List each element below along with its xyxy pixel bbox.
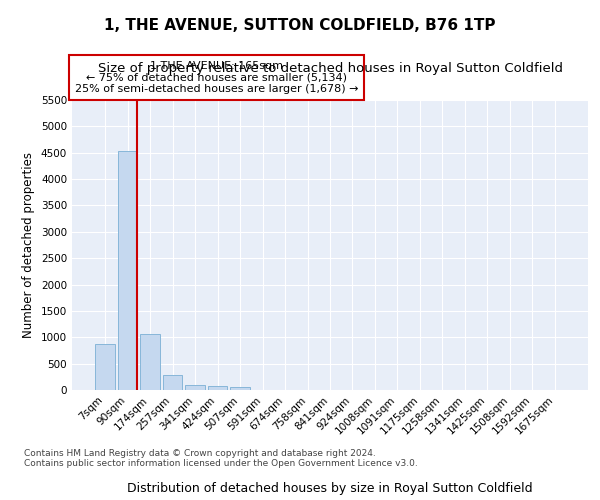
Text: Distribution of detached houses by size in Royal Sutton Coldfield: Distribution of detached houses by size … bbox=[127, 482, 533, 495]
Bar bbox=[95, 344, 115, 390]
Bar bbox=[118, 150, 137, 390]
Text: Contains HM Land Registry data © Crown copyright and database right 2024.: Contains HM Land Registry data © Crown c… bbox=[24, 448, 376, 458]
Y-axis label: Number of detached properties: Number of detached properties bbox=[22, 152, 35, 338]
Bar bbox=[140, 334, 160, 390]
Bar bbox=[185, 386, 205, 390]
Title: Size of property relative to detached houses in Royal Sutton Coldfield: Size of property relative to detached ho… bbox=[97, 62, 563, 75]
Bar bbox=[163, 375, 182, 390]
Text: Contains public sector information licensed under the Open Government Licence v3: Contains public sector information licen… bbox=[24, 458, 418, 468]
Bar bbox=[208, 386, 227, 390]
Text: 1 THE AVENUE: 165sqm
← 75% of detached houses are smaller (5,134)
25% of semi-de: 1 THE AVENUE: 165sqm ← 75% of detached h… bbox=[75, 61, 358, 94]
Bar bbox=[230, 387, 250, 390]
Text: 1, THE AVENUE, SUTTON COLDFIELD, B76 1TP: 1, THE AVENUE, SUTTON COLDFIELD, B76 1TP bbox=[104, 18, 496, 32]
